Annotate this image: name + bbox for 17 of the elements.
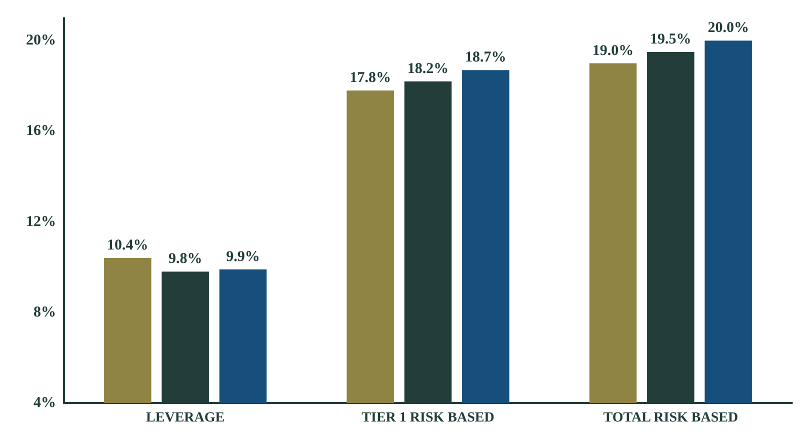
data-label: 18.7% [465,50,506,66]
x-tick-label: LEVERAGE [146,410,225,426]
y-tick-label: 8% [34,304,56,320]
x-tick-label: TIER 1 RISK BASED [362,410,494,426]
y-tick-label: 12% [26,214,56,230]
y-tick-label: 20% [26,32,56,49]
data-label: 17.8% [350,70,391,86]
data-label: 10.4% [107,238,148,254]
data-label: 19.0% [592,42,634,59]
y-tick-label: 16% [26,123,56,140]
x-tick-label: TOTAL RISK BASED [603,410,738,426]
data-label: 19.5% [650,31,692,48]
data-label: 18.2% [407,60,449,77]
data-label: 9.8% [168,251,202,268]
data-label: 9.9% [226,248,260,265]
data-label: 20.0% [708,20,749,36]
y-tick-label: 4% [34,395,56,411]
